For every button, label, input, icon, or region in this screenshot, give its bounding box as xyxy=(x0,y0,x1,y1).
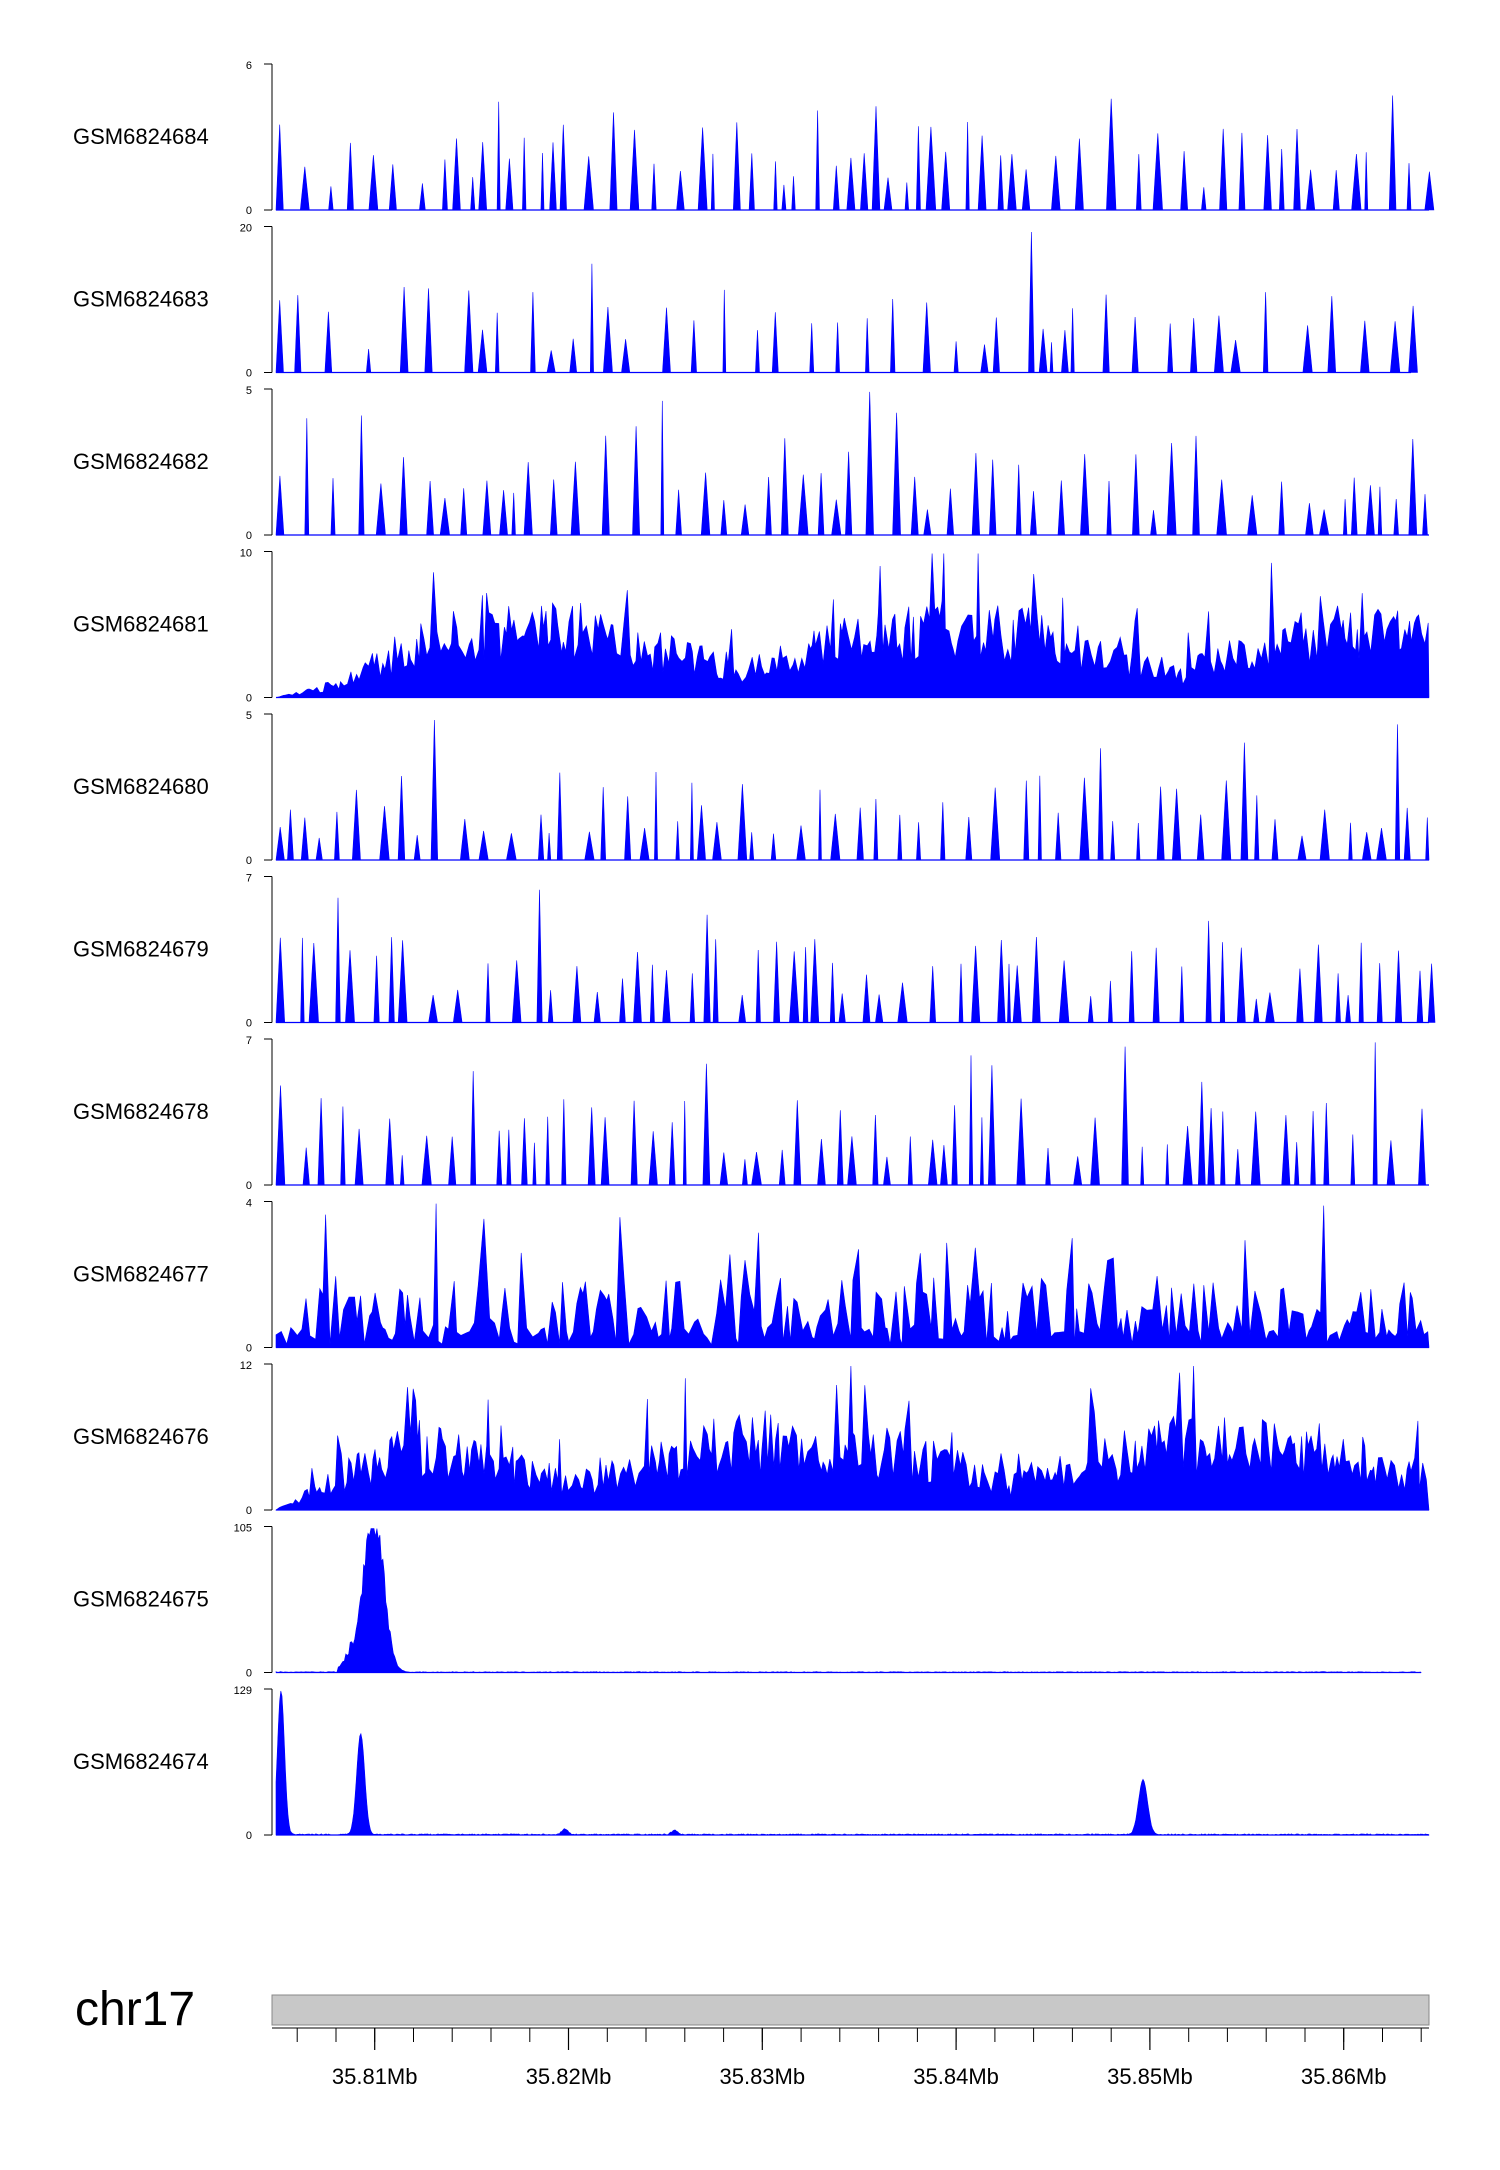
coverage-track: GSM6824674 129 0 xyxy=(73,1685,1430,1842)
coverage-area xyxy=(275,391,1429,536)
coverage-track: GSM6824676 12 0 xyxy=(73,1360,1430,1517)
track-label: GSM6824681 xyxy=(73,612,209,637)
track-label: GSM6824676 xyxy=(73,1424,209,1449)
x-tick-label: 35.82Mb xyxy=(526,2064,612,2089)
coverage-area xyxy=(275,719,1430,861)
track-label: GSM6824682 xyxy=(73,449,209,474)
y-axis-max-label: 20 xyxy=(240,223,252,235)
y-axis-min-label: 0 xyxy=(246,1018,252,1030)
coverage-track: GSM6824684 6 0 xyxy=(73,60,1435,217)
y-axis-min-label: 0 xyxy=(246,368,252,380)
coverage-area xyxy=(275,553,1430,698)
coverage-area xyxy=(275,1203,1430,1348)
track-label: GSM6824675 xyxy=(73,1587,209,1612)
y-axis-max-label: 12 xyxy=(240,1360,252,1372)
y-axis-min-label: 0 xyxy=(246,1830,252,1842)
track-label: GSM6824683 xyxy=(73,287,209,312)
coverage-area xyxy=(275,1042,1429,1186)
y-axis-max-label: 129 xyxy=(234,1685,252,1697)
track-label: GSM6824678 xyxy=(73,1099,209,1124)
x-tick-label: 35.83Mb xyxy=(719,2064,805,2089)
y-axis-max-label: 10 xyxy=(240,548,252,560)
coverage-track: GSM6824679 7 0 xyxy=(73,873,1436,1030)
y-axis-max-label: 7 xyxy=(246,1035,252,1047)
coverage-area xyxy=(275,95,1435,211)
track-label: GSM6824674 xyxy=(73,1749,209,1774)
chromosome-ideogram: chr17 xyxy=(75,1983,1430,2036)
y-axis-max-label: 6 xyxy=(246,60,252,72)
coverage-track: GSM6824677 4 0 xyxy=(73,1198,1430,1355)
coverage-track: GSM6824680 5 0 xyxy=(73,710,1430,867)
y-axis-max-label: 105 xyxy=(234,1523,252,1535)
track-label: GSM6824679 xyxy=(73,937,209,962)
coverage-track: GSM6824678 7 0 xyxy=(73,1035,1429,1192)
track-label: GSM6824684 xyxy=(73,124,209,149)
genomic-axis: 35.81Mb 35.82Mb 35.83Mb 35.84Mb 35.85Mb 35.86… xyxy=(272,2027,1429,2089)
coverage-area xyxy=(275,889,1436,1023)
y-axis-min-label: 0 xyxy=(246,693,252,705)
coverage-tracks: GSM682468460GSM6824683200GSM682468250GSM… xyxy=(73,60,1436,1842)
y-axis-min-label: 0 xyxy=(246,855,252,867)
y-axis-max-label: 7 xyxy=(246,873,252,885)
y-axis-min-label: 0 xyxy=(246,205,252,217)
coverage-track: GSM6824681 10 0 xyxy=(73,548,1430,705)
coverage-area xyxy=(275,1690,1430,1836)
x-tick-label: 35.86Mb xyxy=(1301,2064,1387,2089)
x-tick-label: 35.85Mb xyxy=(1107,2064,1193,2089)
track-label: GSM6824680 xyxy=(73,774,209,799)
y-axis-min-label: 0 xyxy=(246,1505,252,1517)
track-label: GSM6824677 xyxy=(73,1262,209,1287)
coverage-track: GSM6824683 20 0 xyxy=(73,223,1418,380)
y-axis-max-label: 5 xyxy=(246,710,252,722)
x-tick-label: 35.81Mb xyxy=(332,2064,418,2089)
chromosome-label: chr17 xyxy=(75,1983,195,2036)
x-tick-label: 35.84Mb xyxy=(913,2064,999,2089)
coverage-track: GSM6824675 105 0 xyxy=(73,1523,1422,1680)
ideogram-bar xyxy=(271,1994,1430,2026)
y-axis-min-label: 0 xyxy=(246,1180,252,1192)
y-axis-min-label: 0 xyxy=(246,1343,252,1355)
y-axis-min-label: 0 xyxy=(246,1668,252,1680)
coverage-area xyxy=(275,1528,1422,1673)
y-axis-max-label: 4 xyxy=(246,1198,252,1210)
coverage-area xyxy=(275,1365,1430,1511)
coverage-area xyxy=(275,231,1418,373)
y-axis-max-label: 5 xyxy=(246,385,252,397)
y-axis-min-label: 0 xyxy=(246,530,252,542)
coverage-track: GSM6824682 5 0 xyxy=(73,385,1429,542)
